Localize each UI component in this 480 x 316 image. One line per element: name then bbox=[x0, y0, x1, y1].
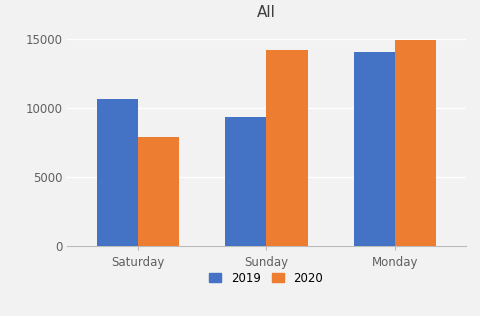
Bar bbox=[138, 137, 179, 246]
Bar bbox=[266, 50, 308, 246]
Legend: 2019, 2020: 2019, 2020 bbox=[204, 267, 328, 289]
Bar bbox=[395, 40, 436, 246]
Bar bbox=[354, 52, 395, 246]
Bar bbox=[225, 117, 266, 246]
Bar bbox=[97, 99, 138, 246]
Title: All: All bbox=[257, 5, 276, 20]
